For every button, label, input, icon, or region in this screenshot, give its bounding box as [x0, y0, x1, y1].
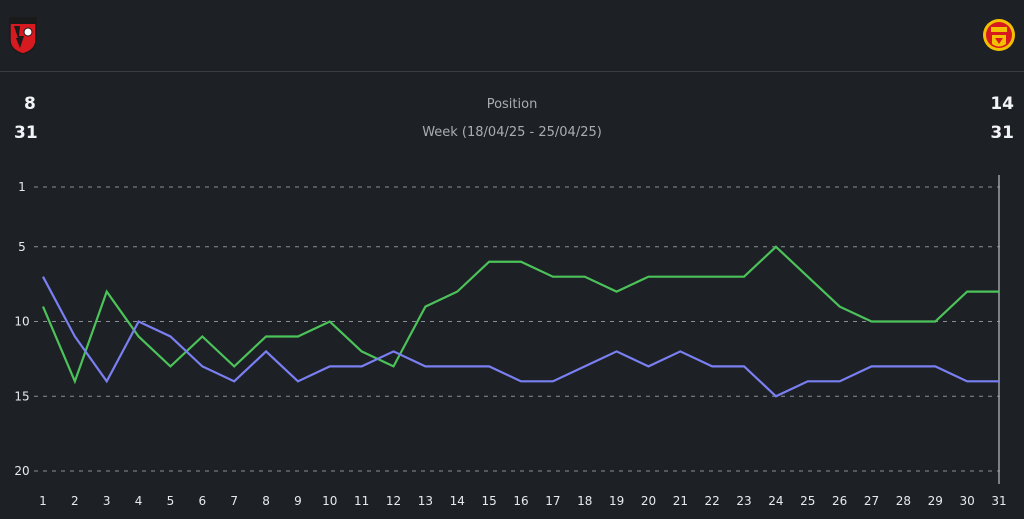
x-tick-label: 28 — [896, 494, 911, 508]
away-position-value: 14 — [990, 94, 1014, 114]
x-tick-label: 15 — [481, 494, 496, 508]
x-tick-label: 23 — [736, 494, 751, 508]
x-tick-label: 31 — [991, 494, 1006, 508]
x-tick-label: 2 — [71, 494, 79, 508]
series-line-home — [41, 245, 999, 385]
x-tick-label: 5 — [167, 494, 175, 508]
x-tick-label: 11 — [354, 494, 369, 508]
x-tick-label: 22 — [705, 494, 720, 508]
x-tick-label: 27 — [864, 494, 879, 508]
manchester-united-crest-icon[interactable] — [982, 14, 1016, 56]
match-header — [0, 0, 1024, 72]
x-tick-label: 16 — [513, 494, 528, 508]
x-tick-label: 18 — [577, 494, 592, 508]
x-tick-label: 24 — [768, 494, 783, 508]
x-tick-label: 12 — [386, 494, 401, 508]
x-tick-label: 19 — [609, 494, 624, 508]
y-tick-label: 20 — [14, 464, 29, 478]
afc-bournemouth-crest-icon[interactable] — [6, 14, 40, 56]
y-tick-label: 1 — [18, 180, 26, 194]
x-tick-label: 3 — [103, 494, 111, 508]
y-tick-label: 5 — [18, 240, 26, 254]
x-tick-label: 25 — [800, 494, 815, 508]
chart-subtitle: Week (18/04/25 - 25/04/25) — [422, 125, 602, 140]
x-tick-label: 13 — [418, 494, 433, 508]
y-tick-label: 10 — [14, 315, 29, 329]
series-line-away — [42, 276, 999, 398]
x-tick-label: 29 — [928, 494, 943, 508]
home-week-value: 31 — [14, 123, 38, 143]
x-tick-label: 4 — [135, 494, 143, 508]
x-tick-label: 26 — [832, 494, 847, 508]
y-tick-label: 15 — [14, 389, 29, 403]
x-tick-label: 6 — [199, 494, 207, 508]
x-tick-label: 20 — [641, 494, 656, 508]
x-tick-label: 30 — [959, 494, 974, 508]
x-tick-label: 1 — [39, 494, 47, 508]
x-tick-label: 14 — [450, 494, 465, 508]
x-tick-label: 8 — [262, 494, 270, 508]
home-position-value: 8 — [24, 94, 36, 114]
x-tick-label: 10 — [322, 494, 337, 508]
chart-title: Position — [486, 97, 538, 112]
x-tick-label: 7 — [230, 494, 238, 508]
x-tick-label: 9 — [294, 494, 302, 508]
x-tick-label: 17 — [545, 494, 560, 508]
x-tick-label: 21 — [673, 494, 688, 508]
away-week-value: 31 — [990, 123, 1014, 143]
